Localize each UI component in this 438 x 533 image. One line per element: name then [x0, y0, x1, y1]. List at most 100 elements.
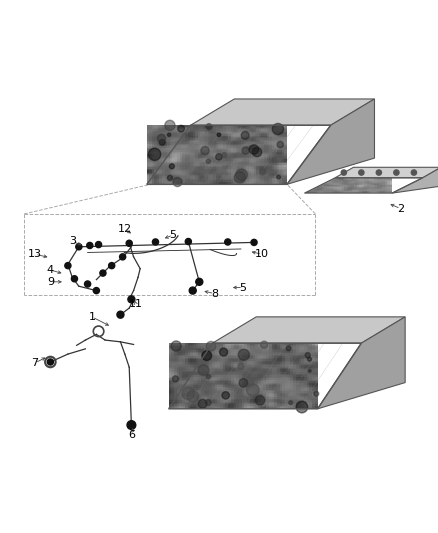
Bar	[319, 191, 322, 192]
Bar	[233, 385, 237, 387]
Bar	[236, 143, 239, 145]
Bar	[185, 142, 187, 144]
Bar	[263, 373, 266, 374]
Bar	[315, 405, 318, 406]
Bar	[177, 369, 180, 371]
Bar	[220, 407, 223, 409]
Bar	[182, 403, 185, 405]
Bar	[207, 394, 209, 395]
Bar	[284, 140, 287, 141]
Bar	[159, 148, 162, 149]
Bar	[285, 403, 288, 405]
Bar	[274, 125, 277, 126]
Bar	[200, 183, 203, 184]
Bar	[367, 184, 370, 185]
Bar	[200, 154, 203, 156]
Bar	[170, 171, 172, 173]
Bar	[288, 375, 290, 377]
Bar	[261, 139, 264, 140]
Bar	[264, 170, 267, 171]
Bar	[244, 362, 247, 364]
Bar	[157, 125, 159, 126]
Bar	[279, 167, 282, 168]
Bar	[187, 395, 191, 397]
Bar	[203, 157, 205, 158]
Bar	[239, 359, 242, 361]
Bar	[231, 365, 233, 367]
Bar	[169, 384, 171, 385]
Bar	[241, 183, 244, 184]
Bar	[231, 154, 233, 156]
Bar	[263, 365, 266, 367]
Bar	[190, 146, 193, 148]
Bar	[277, 174, 279, 175]
Bar	[195, 132, 198, 133]
Bar	[204, 406, 207, 407]
Bar	[182, 400, 185, 401]
Bar	[228, 378, 231, 379]
Bar	[301, 349, 304, 351]
Bar	[169, 405, 171, 406]
Bar	[174, 358, 177, 359]
Text: 11: 11	[129, 298, 143, 309]
Bar	[193, 146, 195, 148]
Bar	[237, 353, 239, 355]
Bar	[253, 374, 255, 375]
Bar	[200, 129, 203, 131]
Bar	[244, 401, 247, 403]
Bar	[162, 174, 165, 175]
Bar	[241, 131, 244, 132]
Bar	[196, 353, 198, 355]
Bar	[231, 128, 233, 129]
Bar	[165, 183, 167, 184]
Bar	[315, 364, 318, 365]
Bar	[204, 373, 207, 374]
Bar	[285, 383, 288, 384]
Circle shape	[296, 401, 308, 413]
Bar	[304, 377, 307, 378]
Bar	[213, 174, 215, 175]
Bar	[247, 361, 250, 362]
Bar	[177, 126, 180, 128]
Bar	[159, 166, 162, 167]
Bar	[152, 158, 155, 159]
Bar	[187, 174, 190, 175]
Bar	[231, 136, 233, 137]
Bar	[244, 159, 246, 161]
Bar	[285, 406, 288, 407]
Bar	[259, 162, 261, 164]
Bar	[193, 154, 195, 156]
Bar	[213, 145, 215, 146]
Bar	[285, 343, 288, 345]
Bar	[165, 143, 167, 145]
Bar	[277, 401, 280, 403]
Bar	[180, 161, 183, 162]
Bar	[274, 352, 277, 353]
Bar	[244, 346, 247, 348]
Bar	[370, 182, 372, 183]
Bar	[157, 173, 159, 174]
Bar	[215, 140, 218, 141]
Bar	[185, 358, 187, 359]
Bar	[223, 399, 226, 400]
Bar	[279, 159, 282, 161]
Bar	[200, 170, 203, 171]
Bar	[236, 156, 239, 157]
Bar	[296, 353, 299, 355]
Bar	[244, 395, 247, 397]
Bar	[172, 132, 175, 133]
Bar	[180, 401, 182, 403]
Bar	[236, 129, 239, 131]
Bar	[266, 173, 269, 174]
Bar	[172, 129, 175, 131]
Bar	[208, 132, 211, 133]
Bar	[180, 394, 182, 395]
Bar	[261, 167, 264, 168]
Bar	[198, 349, 201, 351]
Bar	[241, 167, 244, 168]
Bar	[157, 178, 159, 179]
Bar	[367, 189, 370, 190]
Bar	[187, 143, 190, 145]
Bar	[223, 345, 226, 346]
Bar	[266, 151, 269, 153]
